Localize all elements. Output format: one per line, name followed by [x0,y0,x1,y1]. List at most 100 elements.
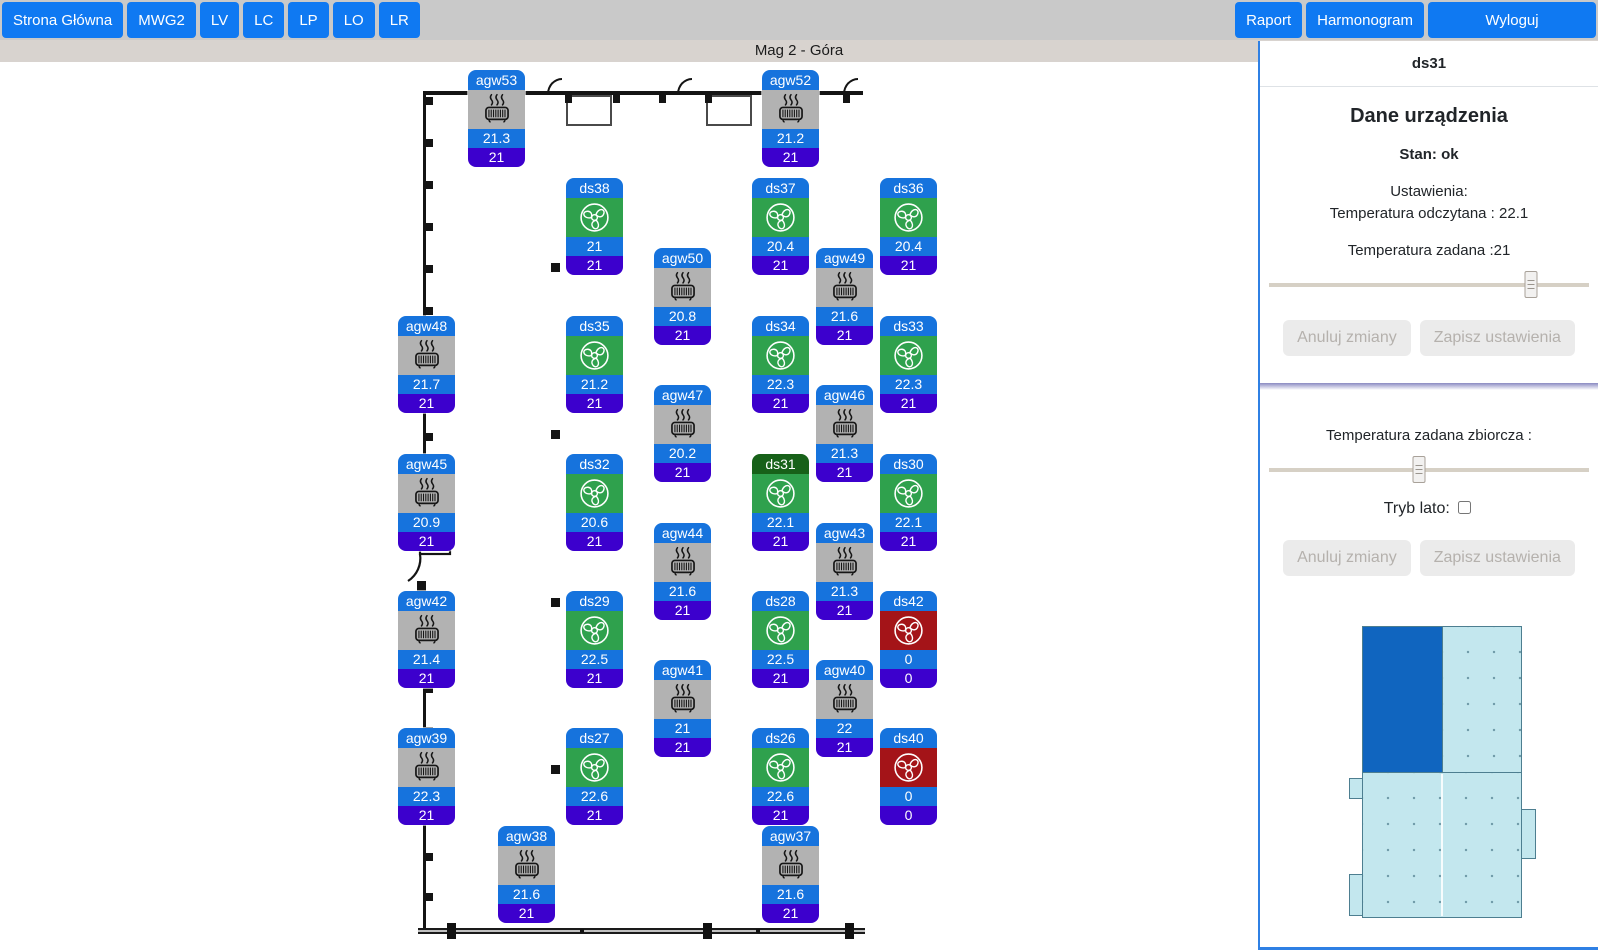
nav-button-raport[interactable]: Raport [1235,2,1303,38]
device-ds26[interactable]: ds26 22.6 21 [752,728,809,825]
bottom-wall-post [447,923,456,939]
overview-minimap[interactable] [1349,626,1536,920]
device-label: agw48 [398,316,455,336]
slider-thumb[interactable] [1524,271,1538,298]
device-agw37[interactable]: agw37 21.6 21 [762,826,819,923]
device-temperature-reading: 20.8 [654,307,711,326]
device-label: ds33 [880,316,937,336]
device-ds33[interactable]: ds33 22.3 21 [880,316,937,413]
fan-icon [880,611,937,650]
group-setpoint-slider[interactable] [1269,456,1589,483]
device-ds34[interactable]: ds34 22.3 21 [752,316,809,413]
device-label: agw46 [816,385,873,405]
nav-button-lc[interactable]: LC [243,2,285,38]
device-panel: ds31 Dane urządzenia Stan: ok Ustawienia… [1258,41,1598,950]
device-agw50[interactable]: agw50 20.8 21 [654,248,711,345]
device-temperature-setpoint: 21 [880,532,937,551]
minimap-annex [1521,809,1536,859]
save-button-group[interactable]: Zapisz ustawienia [1419,540,1575,576]
cancel-button[interactable]: Anuluj zmiany [1283,320,1411,356]
device-label: ds37 [752,178,809,198]
device-agw47[interactable]: agw47 20.2 21 [654,385,711,482]
device-label: agw53 [468,70,525,90]
device-label: ds31 [752,454,809,474]
device-agw46[interactable]: agw46 21.3 21 [816,385,873,482]
nav-button-lr[interactable]: LR [378,2,420,38]
radiator-icon [468,90,525,129]
device-temperature-setpoint: 21 [752,532,809,551]
device-temperature-reading: 21.4 [398,650,455,669]
device-agw49[interactable]: agw49 21.6 21 [816,248,873,345]
dock-door [706,95,752,126]
device-ds27[interactable]: ds27 22.6 21 [566,728,623,825]
device-agw52[interactable]: agw52 21.2 21 [762,70,819,167]
nav-button-lp[interactable]: LP [288,2,329,38]
device-label: agw47 [654,385,711,405]
device-ds30[interactable]: ds30 22.1 21 [880,454,937,551]
device-ds40[interactable]: ds40 0 0 [880,728,937,825]
device-ds37[interactable]: ds37 20.4 21 [752,178,809,275]
device-agw43[interactable]: agw43 21.3 21 [816,523,873,620]
device-ds32[interactable]: ds32 20.6 21 [566,454,623,551]
device-ds28[interactable]: ds28 22.5 21 [752,591,809,688]
device-label: ds27 [566,728,623,748]
save-button[interactable]: Zapisz ustawienia [1419,320,1575,356]
minimap-highlighted-zone[interactable] [1362,626,1443,773]
device-agw40[interactable]: agw40 22 21 [816,660,873,757]
device-temperature-setpoint: 21 [816,738,873,757]
device-agw38[interactable]: agw38 21.6 21 [498,826,555,923]
setpoint-slider[interactable] [1269,271,1589,298]
device-agw44[interactable]: agw44 21.6 21 [654,523,711,620]
wall-tick [426,181,433,189]
wall-tick [426,685,433,693]
device-temperature-setpoint: 21 [654,601,711,620]
device-temperature-setpoint: 21 [816,463,873,482]
device-agw53[interactable]: agw53 21.3 21 [468,70,525,167]
wall-tick [565,95,572,103]
device-temperature-setpoint: 21 [566,394,623,413]
device-agw39[interactable]: agw39 22.3 21 [398,728,455,825]
device-agw48[interactable]: agw48 21.7 21 [398,316,455,413]
device-agw45[interactable]: agw45 20.9 21 [398,454,455,551]
nav-button-mwg2[interactable]: MWG2 [127,2,196,38]
device-temperature-reading: 22 [816,719,873,738]
group-setpoint-label: Temperatura zadana zbiorcza : [1326,427,1532,444]
device-ds36[interactable]: ds36 20.4 21 [880,178,937,275]
device-ds31[interactable]: ds31 22.1 21 [752,454,809,551]
radiator-icon [398,611,455,650]
fan-icon [752,748,809,787]
minimap-annex [1349,778,1363,799]
device-temperature-setpoint: 0 [880,669,937,688]
device-label: ds38 [566,178,623,198]
device-ds29[interactable]: ds29 22.5 21 [566,591,623,688]
device-label: ds30 [880,454,937,474]
cancel-button-group[interactable]: Anuluj zmiany [1283,540,1411,576]
device-ds42[interactable]: ds42 0 0 [880,591,937,688]
slider-track[interactable] [1269,468,1589,472]
wall-tick [426,139,433,147]
device-ds35[interactable]: ds35 21.2 21 [566,316,623,413]
device-label: ds40 [880,728,937,748]
nav-button-lo[interactable]: LO [332,2,375,38]
device-agw42[interactable]: agw42 21.4 21 [398,591,455,688]
slider-track[interactable] [1269,283,1589,287]
door-swing-arc [547,78,562,94]
slider-thumb[interactable] [1412,456,1426,483]
nav-button-harmonogram[interactable]: Harmonogram [1306,2,1424,38]
device-ds38[interactable]: ds38 21 21 [566,178,623,275]
device-temperature-reading: 21.2 [762,129,819,148]
device-temperature-setpoint: 21 [654,463,711,482]
wall-tick [426,893,433,901]
device-temperature-setpoint: 0 [880,806,937,825]
device-temperature-setpoint: 21 [762,904,819,923]
nav-button-lv[interactable]: LV [199,2,240,38]
nav-button-strona-g-wna[interactable]: Strona Główna [2,2,124,38]
summer-mode-checkbox[interactable] [1458,501,1472,514]
device-label: agw52 [762,70,819,90]
nav-button-wyloguj[interactable]: Wyloguj [1428,2,1596,38]
fan-icon [752,474,809,513]
device-temperature-setpoint: 21 [566,532,623,551]
minimap-zone[interactable] [1442,626,1522,773]
radiator-icon [816,405,873,444]
device-agw41[interactable]: agw41 21 21 [654,660,711,757]
